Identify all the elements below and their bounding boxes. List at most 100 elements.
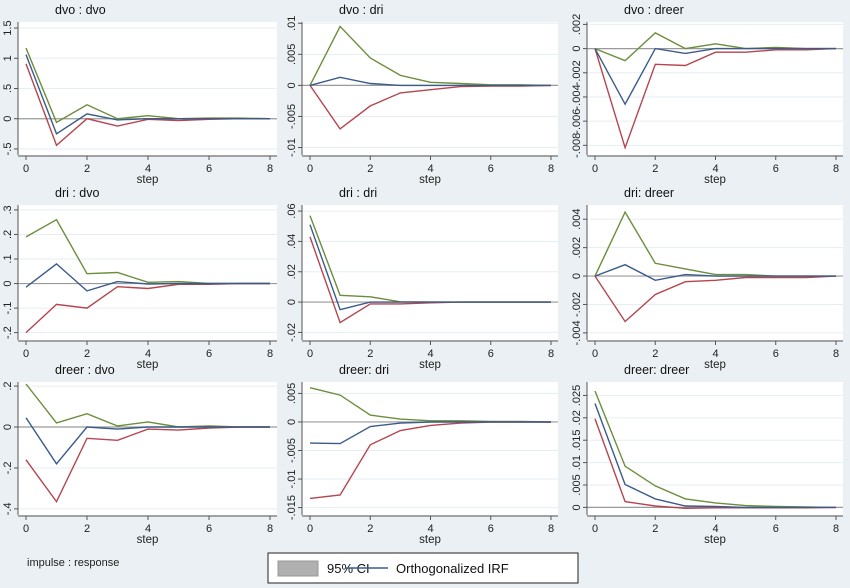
x-tick-label: 6 — [206, 523, 212, 535]
y-tick-label: 0 — [571, 504, 583, 510]
y-tick-label: .005 — [286, 44, 298, 65]
legend-irf-label: Orthogonalized IRF — [396, 561, 509, 576]
y-tick-label: .005 — [286, 383, 298, 404]
panel-title: dri : dvo — [55, 186, 100, 200]
irf-panel: -.2 -.1 0 .1 .2 .3 0 2 4 6 8 step dri : dvo — [2, 186, 277, 371]
y-tick-label: .3 — [2, 205, 14, 214]
x-axis-label: step — [419, 359, 441, 371]
x-tick-label: 0 — [592, 163, 598, 175]
y-tick-label: 0 — [286, 419, 298, 425]
plot-area — [587, 205, 843, 340]
irf-panel: -.02 0 .02 .04 .06 0 2 4 6 8 step dri : dri — [286, 186, 558, 371]
x-tick-label: 4 — [712, 348, 718, 360]
y-tick-label: -.004 — [571, 320, 583, 345]
x-tick-label: 6 — [206, 163, 212, 175]
y-tick-label: .2 — [2, 381, 14, 390]
y-tick-label: 0 — [571, 46, 583, 52]
x-axis-label: step — [419, 174, 441, 186]
irf-panel: 0 .005 .01 .015 .02 .025 0 2 4 6 8 step dreer: dreer — [571, 363, 843, 546]
irf-panel: -.008-.006-.004-.002 0 .002 0 2 4 6 8 step dvo : … — [571, 3, 843, 186]
x-axis-label: step — [704, 174, 726, 186]
irf-panel: -.4 -.2 0 .2 0 2 4 6 8 step dreer : dvo — [2, 363, 277, 546]
x-tick-label: 0 — [592, 348, 598, 360]
x-tick-label: 4 — [712, 163, 718, 175]
irf-line — [25, 262, 270, 292]
x-tick-label: 8 — [267, 523, 273, 535]
panel-title: dvo : dri — [339, 3, 383, 17]
y-tick-label: .002 — [571, 237, 583, 258]
y-tick-label: .002 — [571, 14, 583, 35]
plot-area — [18, 205, 277, 340]
x-tick-label: 4 — [712, 523, 718, 535]
y-tick-label: -.002 — [571, 292, 583, 317]
y-tick-label: .2 — [2, 230, 14, 239]
y-tick-label: .04 — [286, 234, 298, 249]
y-tick-label: -.005 — [286, 438, 298, 463]
y-tick-label: 0 — [286, 82, 298, 88]
y-tick-label: -.02 — [286, 323, 298, 342]
irf-line — [25, 54, 270, 135]
y-tick-label: -.2 — [2, 326, 14, 339]
ci-lower-line — [594, 47, 837, 150]
irf-line — [309, 76, 551, 87]
panel-title: dvo : dvo — [55, 3, 106, 17]
y-tick-label: 0 — [2, 280, 14, 286]
x-axis-label: step — [704, 534, 726, 546]
x-tick-label: 4 — [145, 523, 151, 535]
irf-line — [309, 421, 551, 445]
x-tick-label: 6 — [488, 523, 494, 535]
x-tick-label: 8 — [548, 163, 554, 175]
y-tick-label: -.002 — [571, 60, 583, 85]
plot-area — [587, 382, 843, 515]
x-tick-label: 4 — [427, 523, 433, 535]
plot-area — [302, 382, 558, 515]
ci-lower-line — [594, 275, 837, 323]
irf-line — [25, 417, 270, 465]
x-tick-label: 0 — [307, 523, 313, 535]
x-tick-label: 6 — [206, 348, 212, 360]
x-tick-label: 6 — [488, 348, 494, 360]
x-tick-label: 2 — [84, 523, 90, 535]
x-tick-label: 6 — [488, 163, 494, 175]
x-tick-label: 0 — [23, 163, 29, 175]
irf-panel: -.015 -.01 -.005 0 .005 0 2 4 6 8 step dreer: dri — [286, 363, 558, 546]
y-tick-label: 1.5 — [2, 20, 14, 35]
x-tick-label: 0 — [592, 523, 598, 535]
y-tick-label: -.015 — [286, 495, 298, 520]
legend: 95% CI Orthogonalized IRF — [267, 552, 579, 584]
x-axis-label: step — [137, 359, 159, 371]
y-tick-label: .004 — [571, 208, 583, 229]
x-axis-label: step — [704, 359, 726, 371]
x-tick-label: 8 — [267, 163, 273, 175]
x-tick-label: 2 — [652, 523, 658, 535]
y-tick-label: -.004 — [571, 84, 583, 109]
panel-title: dreer: dreer — [624, 363, 689, 377]
x-tick-label: 6 — [773, 523, 779, 535]
y-tick-label: .5 — [2, 84, 14, 93]
x-tick-label: 4 — [145, 348, 151, 360]
x-axis-label: step — [137, 174, 159, 186]
plot-area — [587, 22, 843, 155]
x-tick-label: 2 — [367, 163, 373, 175]
irf-line — [594, 47, 836, 106]
x-tick-label: 2 — [84, 348, 90, 360]
y-tick-label: .02 — [571, 410, 583, 425]
y-tick-label: 0 — [2, 424, 14, 430]
x-tick-label: 0 — [23, 523, 29, 535]
panel-title: dreer : dvo — [55, 363, 115, 377]
x-tick-label: 4 — [427, 348, 433, 360]
y-tick-label: .02 — [286, 264, 298, 279]
x-tick-label: 2 — [367, 348, 373, 360]
x-tick-label: 0 — [307, 348, 313, 360]
y-tick-label: .01 — [286, 16, 298, 31]
panel-title: dvo : dreer — [624, 3, 684, 17]
x-tick-label: 8 — [833, 163, 839, 175]
plot-area — [18, 382, 277, 515]
x-tick-label: 8 — [833, 523, 839, 535]
plot-area — [302, 22, 558, 155]
y-tick-label: -.008 — [571, 133, 583, 158]
irf-panel: -.5 0 .5 1 1.5 0 2 4 6 8 step dvo : dvo — [2, 3, 277, 186]
panel-title: dri : dri — [339, 186, 377, 200]
x-tick-label: 8 — [548, 348, 554, 360]
